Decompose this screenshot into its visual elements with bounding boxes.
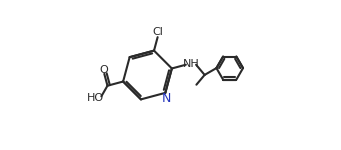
Text: N: N xyxy=(162,92,171,105)
Text: NH: NH xyxy=(182,59,199,69)
Text: HO: HO xyxy=(87,93,104,103)
Text: Cl: Cl xyxy=(152,27,163,37)
Text: O: O xyxy=(99,65,108,75)
